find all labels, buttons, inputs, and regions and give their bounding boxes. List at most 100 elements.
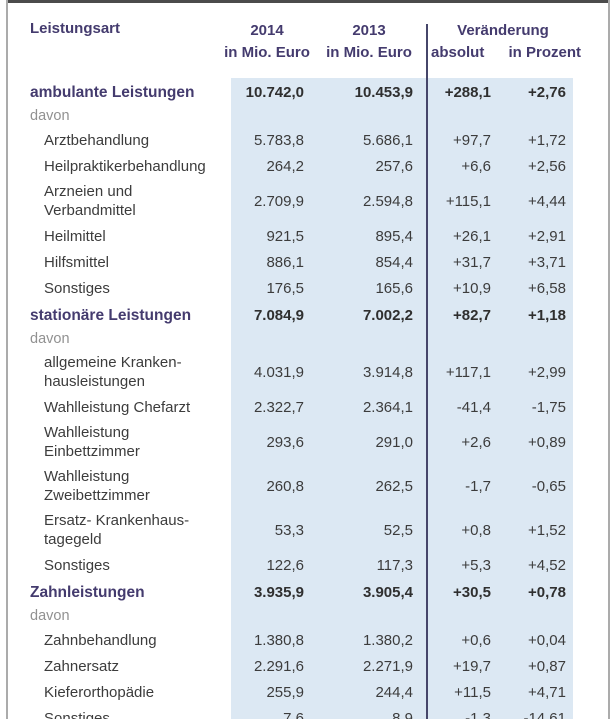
cell-change-percent: +4,71	[528, 683, 566, 701]
cell-2013: 3.914,8	[362, 363, 413, 381]
cell-2013: 291,0	[375, 433, 413, 451]
row-label: davon	[30, 608, 70, 624]
table-row: Zahnbehandlung 1.380,8 1.380,2 +0,6 +0,0…	[0, 627, 614, 653]
header-absolut: absolut	[431, 44, 485, 61]
cell-2013: 854,4	[375, 253, 413, 271]
cell-change-percent: +2,76	[528, 83, 566, 101]
table-row: Hilfsmittel 886,1 854,4 +31,7 +3,71	[0, 249, 614, 275]
cell-2014: 10.742,0	[245, 83, 304, 101]
cell-2014: 122,6	[266, 556, 304, 574]
cell-change-percent: -1,75	[531, 398, 566, 416]
table-row: davon	[0, 329, 614, 350]
cell-change-percent: +4,52	[528, 556, 566, 574]
table-row: Arzneien und Verbandmittel 2.709,9 2.594…	[0, 179, 614, 223]
header-2013-unit: in Mio. Euro	[326, 44, 412, 61]
header-in-prozent: in Prozent	[508, 44, 581, 61]
table-row: Zahnleistungen 3.935,9 3.905,4 +30,5 +0,…	[0, 578, 614, 606]
cell-2013: 895,4	[375, 227, 413, 245]
cell-change-percent: -0,65	[531, 477, 566, 495]
table-top-border	[6, 0, 610, 3]
cell-change-percent: +3,71	[528, 253, 566, 271]
table-row: Zahnersatz 2.291,6 2.271,9 +19,7 +0,87	[0, 653, 614, 679]
row-label: Sonstiges	[44, 556, 110, 574]
cell-2014: 2.322,7	[253, 398, 304, 416]
row-label: Wahlleistung Zweibettzimmer	[44, 468, 150, 504]
header-2013-year: 2013	[352, 22, 386, 39]
cell-change-absolute: +5,3	[461, 556, 491, 574]
cell-change-absolute: -1,7	[465, 477, 491, 495]
header-2014-unit: in Mio. Euro	[224, 44, 310, 61]
row-label: ambulante Leistungen	[30, 83, 195, 101]
cell-2013: 257,6	[375, 157, 413, 175]
row-label: Wahlleistung Einbettzimmer	[44, 424, 140, 460]
cell-2013: 3.905,4	[362, 583, 413, 601]
table-row: Heilpraktikerbehandlung 264,2 257,6 +6,6…	[0, 153, 614, 179]
cell-2014: 7,6	[283, 709, 304, 719]
header-2014-year: 2014	[250, 22, 284, 39]
table-row: Wahlleistung Chefarzt 2.322,7 2.364,1 -4…	[0, 394, 614, 420]
table-row: Sonstiges 7,6 8,9 -1,3 -14,61	[0, 705, 614, 719]
cell-change-percent: +0,89	[528, 433, 566, 451]
cell-change-absolute: +97,7	[453, 131, 491, 149]
table-row: ambulante Leistungen 10.742,0 10.453,9 +…	[0, 78, 614, 106]
table-header: Leistungsart 2014 in Mio. Euro 2013 in M…	[0, 3, 614, 78]
cell-2013: 8,9	[392, 709, 413, 719]
row-label: Zahnbehandlung	[44, 631, 157, 649]
row-label: Heilpraktikerbehandlung	[44, 157, 206, 175]
header-leistungsart: Leistungsart	[30, 20, 121, 37]
cell-change-absolute: +115,1	[445, 192, 491, 210]
cell-change-absolute: +26,1	[453, 227, 491, 245]
cell-2014: 4.031,9	[253, 363, 304, 381]
cell-2013: 1.380,2	[362, 631, 413, 649]
cell-change-absolute: +10,9	[453, 279, 491, 297]
header-2014: 2014 in Mio. Euro	[219, 20, 315, 64]
table-row: Sonstiges 122,6 117,3 +5,3 +4,52	[0, 552, 614, 578]
table-row: allgemeine Kranken- hausleistungen 4.031…	[0, 350, 614, 394]
cell-change-percent: -14,61	[523, 709, 566, 719]
cell-2014: 7.084,9	[253, 306, 304, 324]
cell-2014: 3.935,9	[253, 583, 304, 601]
cell-change-absolute: -1,3	[465, 709, 491, 719]
table-row: davon	[0, 106, 614, 127]
table-row: Kieferorthopädie 255,9 244,4 +11,5 +4,71	[0, 679, 614, 705]
table-body: ambulante Leistungen 10.742,0 10.453,9 +…	[0, 78, 614, 719]
cell-2014: 264,2	[266, 157, 304, 175]
table-row: Wahlleistung Einbettzimmer 293,6 291,0 +…	[0, 420, 614, 464]
table-left-border	[6, 0, 8, 719]
table-row: Heilmittel 921,5 895,4 +26,1 +2,91	[0, 223, 614, 249]
cell-2014: 2.709,9	[253, 192, 304, 210]
cell-change-absolute: +31,7	[453, 253, 491, 271]
cell-change-percent: +2,91	[528, 227, 566, 245]
cell-2013: 5.686,1	[362, 131, 413, 149]
row-label: Sonstiges	[44, 709, 110, 719]
table-row: Arztbehandlung 5.783,8 5.686,1 +97,7 +1,…	[0, 127, 614, 153]
row-label: Arztbehandlung	[44, 131, 150, 149]
cell-change-percent: +1,18	[528, 306, 566, 324]
row-label: Ersatz- Krankenhaus- tagegeld	[44, 512, 190, 548]
table-right-border	[608, 0, 610, 719]
cell-2014: 886,1	[266, 253, 304, 271]
column-divider-line	[426, 24, 428, 719]
cell-change-absolute: +6,6	[461, 157, 491, 175]
numeric-columns-background	[231, 78, 573, 719]
row-label: Zahnleistungen	[30, 583, 145, 601]
cell-change-absolute: +0,6	[461, 631, 491, 649]
cell-change-percent: +0,78	[528, 583, 566, 601]
row-label: davon	[30, 108, 70, 124]
cell-change-percent: +1,52	[528, 521, 566, 539]
cell-change-percent: +2,99	[528, 363, 566, 381]
table-row: stationäre Leistungen 7.084,9 7.002,2 +8…	[0, 301, 614, 329]
cell-change-absolute: +82,7	[453, 306, 491, 324]
cell-2013: 117,3	[376, 556, 413, 574]
row-label: allgemeine Kranken- hausleistungen	[44, 354, 182, 390]
cell-2014: 921,5	[266, 227, 304, 245]
cell-change-absolute: +30,5	[453, 583, 491, 601]
cell-2014: 5.783,8	[253, 131, 304, 149]
cell-2013: 262,5	[375, 477, 413, 495]
cell-2014: 2.291,6	[253, 657, 304, 675]
table-row: Sonstiges 176,5 165,6 +10,9 +6,58	[0, 275, 614, 301]
cell-2014: 53,3	[274, 521, 304, 539]
header-2013: 2013 in Mio. Euro	[315, 20, 423, 64]
cell-2014: 260,8	[266, 477, 304, 495]
cell-2013: 2.594,8	[362, 192, 413, 210]
